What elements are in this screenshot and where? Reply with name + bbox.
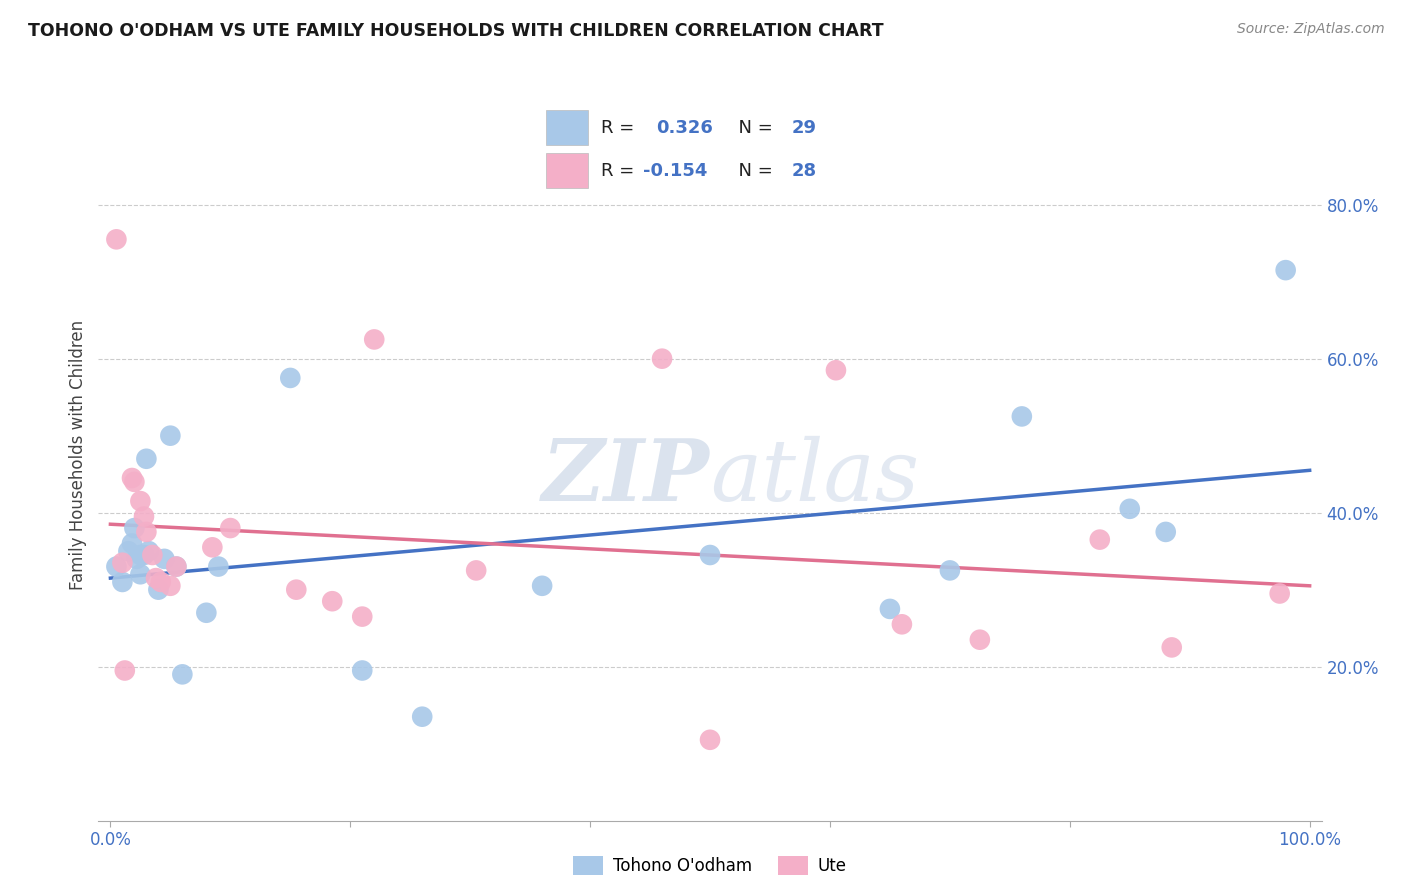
Point	[138, 544, 160, 558]
Point	[132, 509, 155, 524]
Point	[1160, 640, 1182, 655]
Point	[124, 475, 146, 489]
Text: 28: 28	[792, 161, 817, 179]
Point	[132, 548, 155, 562]
FancyBboxPatch shape	[546, 111, 588, 145]
Point	[352, 664, 374, 678]
Point	[117, 544, 139, 558]
Text: TOHONO O'ODHAM VS UTE FAMILY HOUSEHOLDS WITH CHILDREN CORRELATION CHART: TOHONO O'ODHAM VS UTE FAMILY HOUSEHOLDS …	[28, 22, 884, 40]
Point	[129, 567, 152, 582]
Point	[890, 617, 912, 632]
Text: R =: R =	[600, 161, 640, 179]
Point	[105, 559, 128, 574]
Point	[207, 559, 229, 574]
Text: 0.326: 0.326	[655, 119, 713, 136]
Point	[285, 582, 308, 597]
Point	[141, 548, 163, 562]
Point	[531, 579, 554, 593]
Point	[135, 451, 157, 466]
Point	[651, 351, 673, 366]
Point	[1274, 263, 1296, 277]
Point	[148, 582, 170, 597]
Point	[699, 548, 721, 562]
Point	[165, 559, 187, 574]
Point	[135, 524, 157, 539]
Y-axis label: Family Households with Children: Family Households with Children	[69, 320, 87, 590]
Point	[165, 559, 187, 574]
Point	[124, 521, 146, 535]
Point	[219, 521, 242, 535]
Text: atlas: atlas	[710, 435, 920, 518]
Text: R =: R =	[600, 119, 645, 136]
Text: ZIP: ZIP	[543, 435, 710, 518]
Point	[125, 552, 148, 566]
Point	[879, 602, 901, 616]
Point	[411, 709, 433, 723]
Point	[111, 574, 134, 589]
Text: Source: ZipAtlas.com: Source: ZipAtlas.com	[1237, 22, 1385, 37]
Point	[278, 371, 301, 385]
Point	[195, 606, 218, 620]
Point	[1119, 501, 1142, 516]
Point	[129, 494, 152, 508]
Point	[1011, 409, 1033, 424]
Point	[1154, 524, 1177, 539]
Text: -0.154: -0.154	[643, 161, 707, 179]
Point	[159, 428, 181, 442]
Point	[825, 363, 848, 377]
Text: N =: N =	[727, 119, 779, 136]
Point	[121, 536, 143, 550]
Point	[352, 609, 374, 624]
Point	[111, 556, 134, 570]
Point	[1088, 533, 1111, 547]
Point	[121, 471, 143, 485]
Point	[465, 563, 488, 577]
Point	[149, 574, 172, 589]
Point	[321, 594, 343, 608]
Point	[105, 232, 128, 246]
Point	[159, 579, 181, 593]
Legend: Tohono O'odham, Ute: Tohono O'odham, Ute	[567, 849, 853, 882]
Text: 29: 29	[792, 119, 817, 136]
Point	[129, 548, 152, 562]
FancyBboxPatch shape	[546, 153, 588, 188]
Point	[172, 667, 194, 681]
Point	[114, 664, 136, 678]
Point	[201, 541, 224, 555]
Point	[969, 632, 991, 647]
Point	[1268, 586, 1291, 600]
Point	[699, 732, 721, 747]
Point	[153, 552, 176, 566]
Point	[939, 563, 962, 577]
Text: N =: N =	[727, 161, 779, 179]
Point	[145, 571, 167, 585]
Point	[363, 333, 385, 347]
